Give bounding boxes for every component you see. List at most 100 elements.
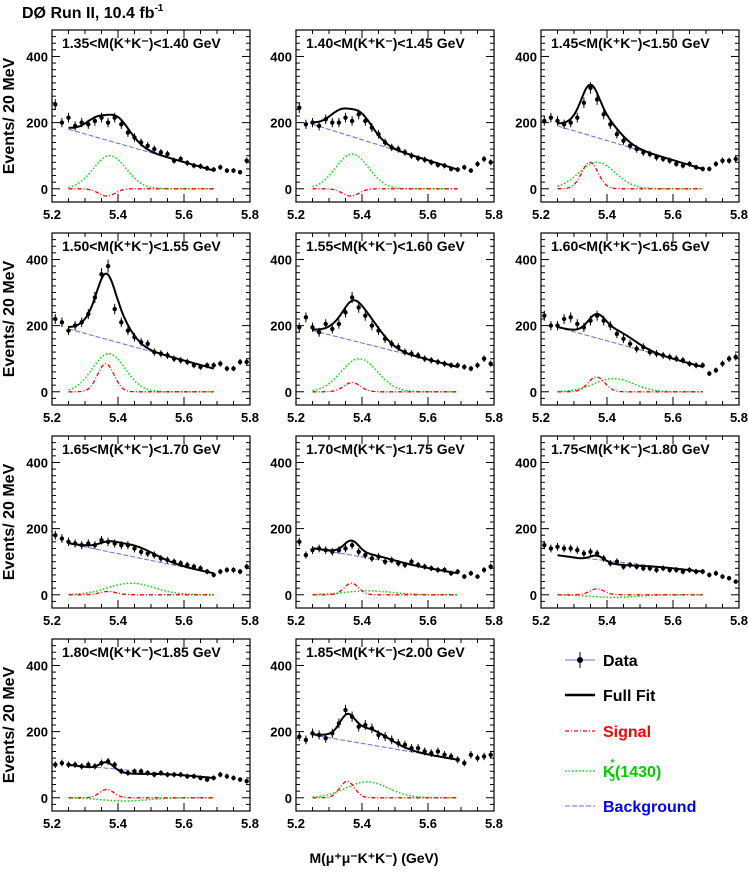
data-point <box>323 547 328 553</box>
data-point <box>211 363 216 368</box>
data-point <box>667 567 672 573</box>
data-point <box>79 764 84 769</box>
data-point <box>700 569 705 574</box>
data-point <box>185 160 190 166</box>
panel-8: 5.2 5.4 5.6 5.8 0 200 400 1.70<M(K⁺K⁻)<1.75 GeV <box>270 435 503 628</box>
data-point <box>693 165 699 170</box>
data-point <box>224 567 230 573</box>
x-tick-label: 5.8 <box>485 816 503 831</box>
panel-title: 1.55<M(K⁺K⁻)<1.60 GeV <box>306 238 465 254</box>
data-point <box>481 754 487 759</box>
y-tick-label: 400 <box>26 49 48 64</box>
data-point <box>158 351 164 356</box>
data-point <box>145 143 150 148</box>
data-point <box>422 564 427 569</box>
data-point <box>614 331 620 337</box>
data-point <box>588 85 593 91</box>
data-point <box>575 547 580 553</box>
plot-area <box>53 757 249 802</box>
data-point <box>667 158 672 163</box>
y-tick-label: 400 <box>26 455 48 470</box>
data-point <box>475 574 480 579</box>
data-point <box>119 320 124 325</box>
data-point <box>145 770 150 776</box>
data-point <box>455 363 460 368</box>
data-point <box>323 117 328 122</box>
data-point <box>435 567 441 573</box>
data-point <box>462 165 467 170</box>
data-point <box>349 542 355 548</box>
panel-title: 1.40<M(K⁺K⁻)<1.45 GeV <box>306 35 465 51</box>
data-point <box>204 363 210 368</box>
legend-data-label: Data <box>603 653 638 670</box>
kj-curve <box>68 582 214 596</box>
data-point <box>99 115 104 120</box>
y-tick-label: 0 <box>285 588 292 603</box>
data-point <box>442 567 447 573</box>
panel-11: 5.2 5.4 5.6 5.8 0 200 400 1.85<M(K⁺K⁻)<2.00 GeV <box>270 638 503 831</box>
data-point <box>198 566 203 571</box>
data-point <box>561 122 567 127</box>
y-tick-label: 0 <box>285 791 292 806</box>
data-point <box>415 353 421 358</box>
data-point <box>475 755 480 761</box>
data-point <box>687 361 692 366</box>
legend-fullfit-label: Full Fit <box>603 688 656 705</box>
x-tick-label: 5.6 <box>175 410 193 425</box>
data-point <box>92 542 98 548</box>
data-point <box>349 118 355 124</box>
data-point <box>621 138 626 144</box>
data-point <box>349 295 355 300</box>
data-point <box>442 752 447 757</box>
x-tick-label: 5.4 <box>109 816 128 831</box>
data-point <box>733 156 738 162</box>
data-point <box>145 551 150 556</box>
data-point <box>634 146 639 152</box>
data-point <box>132 769 137 774</box>
panel-frame <box>51 638 251 812</box>
data-point <box>415 562 421 568</box>
y-axis-label: Events/ 20 MeV <box>1 463 18 580</box>
data-point <box>218 569 223 574</box>
data-point <box>330 731 335 736</box>
x-tick-label: 5.2 <box>532 207 550 222</box>
data-point <box>621 564 626 569</box>
data-point <box>680 569 686 574</box>
panel-title: 1.35<M(K⁺K⁻)<1.40 GeV <box>62 35 221 51</box>
data-point <box>674 567 679 573</box>
data-point <box>594 551 600 556</box>
x-tick-label: 5.8 <box>241 816 259 831</box>
data-point <box>654 351 659 356</box>
data-point <box>542 542 547 548</box>
data-point <box>422 157 427 162</box>
data-point <box>720 361 725 366</box>
data-point <box>303 552 309 558</box>
x-tick-label: 5.2 <box>43 410 61 425</box>
data-point <box>191 363 197 368</box>
full-fit-curve <box>557 83 703 170</box>
data-point <box>448 363 454 368</box>
data-point <box>303 315 309 320</box>
data-point <box>713 571 719 576</box>
data-point <box>448 571 454 576</box>
panel-title: 1.45<M(K⁺K⁻)<1.50 GeV <box>551 35 710 51</box>
x-tick-label: 5.6 <box>419 816 437 831</box>
x-tick-label: 5.4 <box>598 410 617 425</box>
y-tick-label: 200 <box>26 319 48 334</box>
data-point <box>132 135 137 140</box>
full-fit-curve <box>312 299 458 368</box>
x-tick-label: 5.2 <box>287 613 305 628</box>
data-point <box>402 742 408 748</box>
y-tick-label: 200 <box>26 116 48 131</box>
data-point <box>92 295 98 300</box>
data-point <box>310 547 315 553</box>
y-tick-label: 0 <box>41 791 48 806</box>
signal-curve <box>312 780 458 799</box>
data-point <box>112 762 117 767</box>
data-point <box>422 749 427 754</box>
x-tick-label: 5.2 <box>287 410 305 425</box>
data-point <box>720 158 725 163</box>
plot-area <box>53 530 249 596</box>
signal-curve <box>68 590 214 596</box>
data-point <box>555 544 560 550</box>
